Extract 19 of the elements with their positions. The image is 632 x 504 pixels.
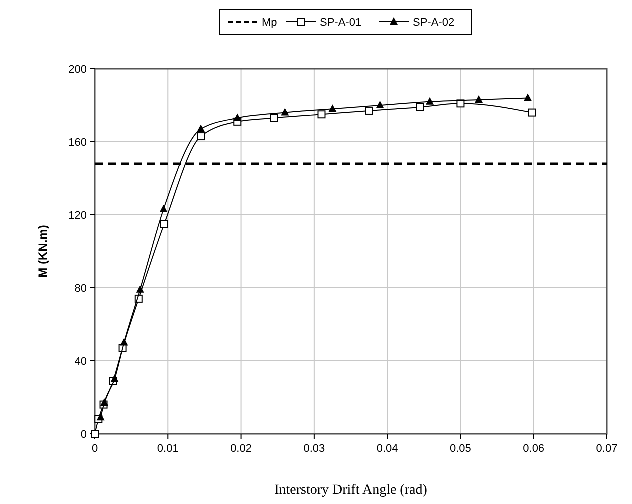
- x-tick-label: 0.05: [450, 443, 472, 455]
- y-tick-label: 0: [80, 429, 87, 441]
- x-tick-label: 0: [92, 443, 98, 455]
- y-tick-label: 80: [74, 283, 87, 295]
- x-tick-label: 0.06: [523, 443, 545, 455]
- y-tick-label: 200: [68, 64, 87, 76]
- legend-label: SP-A-02: [413, 17, 455, 29]
- y-tick-label: 120: [68, 210, 87, 222]
- y-tick-label: 160: [68, 137, 87, 149]
- x-axis-title: Interstory Drift Angle (rad): [274, 483, 428, 498]
- x-tick-label: 0.01: [157, 443, 179, 455]
- legend-label: Mp: [262, 17, 278, 29]
- x-tick-label: 0.03: [304, 443, 326, 455]
- legend-label: SP-A-01: [320, 17, 362, 29]
- y-tick-label: 40: [74, 356, 87, 368]
- y-axis-title: M (KN.m): [36, 225, 50, 278]
- x-tick-label: 0.07: [596, 443, 618, 455]
- x-tick-label: 0.02: [230, 443, 252, 455]
- x-tick-label: 0.04: [376, 443, 398, 455]
